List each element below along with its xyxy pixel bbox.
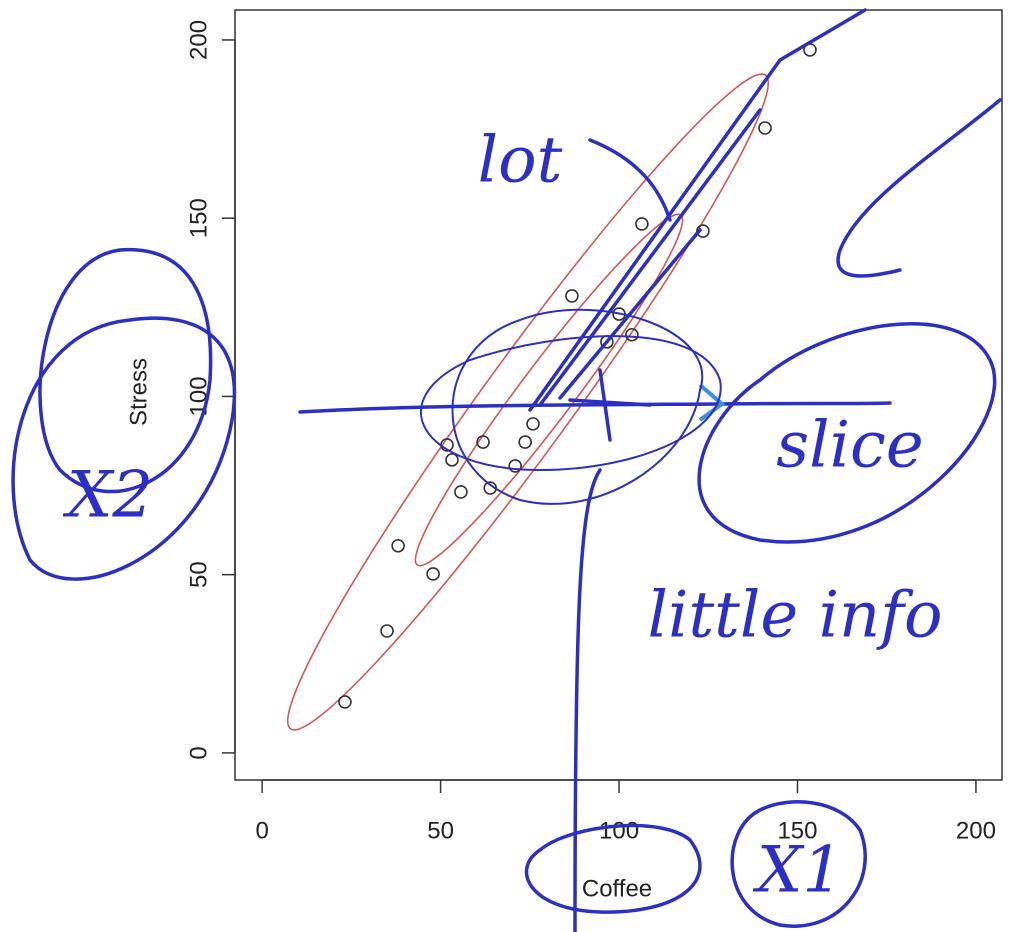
contour	[420, 335, 722, 472]
point	[518, 435, 532, 449]
y-tick-label: 200	[185, 20, 212, 60]
x2-circle	[11, 316, 237, 581]
point	[565, 289, 579, 303]
annotation: little info	[648, 579, 943, 653]
info-line	[573, 468, 602, 932]
slice-circle	[697, 322, 997, 544]
point	[508, 459, 522, 473]
point	[758, 121, 772, 135]
coffee-circle	[524, 823, 702, 914]
point	[635, 217, 649, 231]
point	[445, 453, 459, 467]
x2-circle	[38, 248, 213, 494]
scribble	[836, 98, 1002, 278]
point	[391, 538, 405, 553]
x-tick-label: 150	[777, 817, 817, 844]
inner-ellipse	[414, 213, 684, 567]
y-axis-label: Stress	[125, 358, 152, 426]
handwriting	[11, 8, 1002, 932]
point	[454, 485, 468, 499]
x-tick-label: 200	[956, 817, 996, 844]
point	[380, 624, 394, 638]
scribble	[528, 8, 867, 442]
point	[476, 435, 490, 449]
annotation: X1	[752, 834, 843, 908]
point	[625, 327, 639, 342]
y-tick-label: 0	[185, 746, 212, 759]
x1-circle	[730, 800, 867, 928]
x-tick-label: 50	[427, 817, 454, 844]
annotation: slice	[776, 409, 924, 483]
annotation: X2	[62, 459, 153, 533]
plot-frame	[234, 9, 1003, 781]
point	[526, 417, 540, 431]
point	[338, 695, 352, 709]
outer-ellipse	[286, 73, 770, 731]
point	[426, 567, 440, 581]
contour	[451, 308, 704, 505]
x-tick-label: 100	[599, 817, 639, 844]
x-axis-label: Coffee	[582, 875, 652, 902]
annotation: lot	[478, 124, 563, 198]
lot-arrow	[588, 138, 672, 222]
slice-line	[298, 401, 892, 414]
y-tick-label: 150	[185, 198, 212, 238]
arrow-head	[698, 383, 726, 422]
x-tick-label: 0	[255, 817, 268, 844]
y-tick-label: 50	[185, 561, 212, 588]
